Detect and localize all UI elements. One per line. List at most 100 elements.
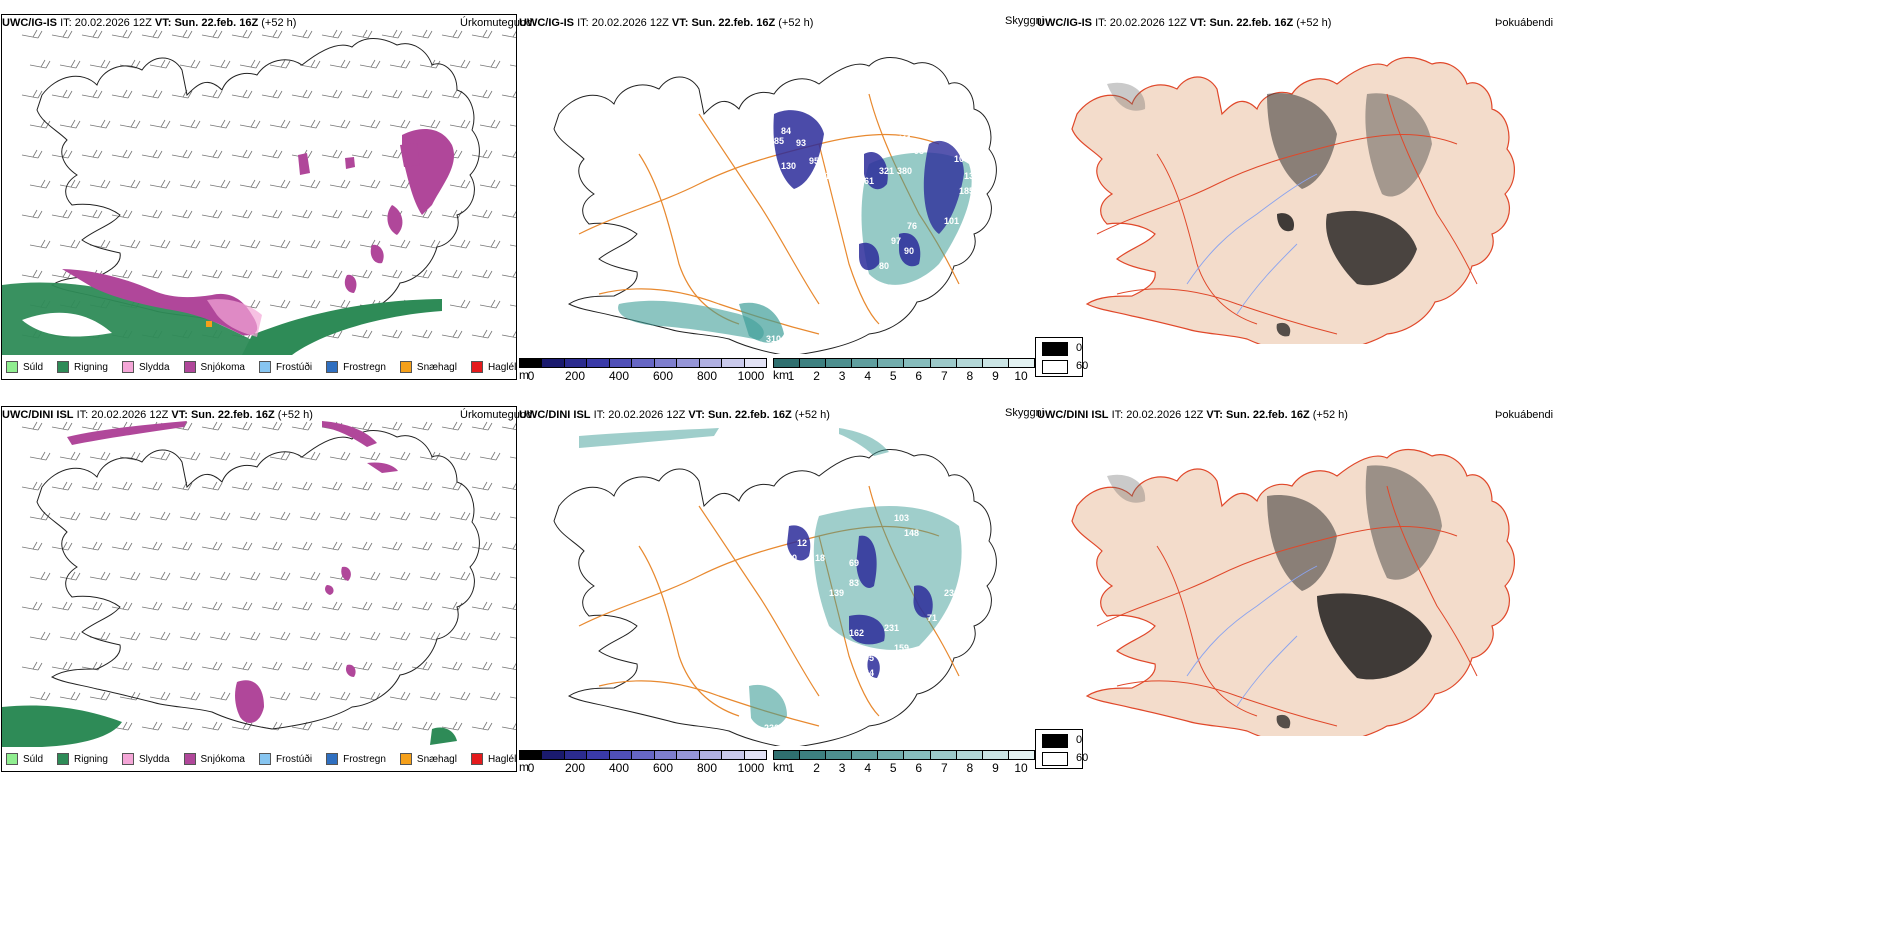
wind-barb xyxy=(51,541,73,551)
wind-barb xyxy=(351,149,373,159)
panel-title-4: UWC/DINI ISL IT: 20.02.2026 12Z VT: Sun.… xyxy=(2,409,313,421)
legend-swatch xyxy=(258,361,271,373)
legend-label: Snjókoma xyxy=(200,361,245,373)
colorbar-segment xyxy=(609,751,633,759)
wind-barb xyxy=(441,721,463,731)
wind-barb xyxy=(149,631,171,641)
wind-barb xyxy=(201,209,223,219)
legend-label: Frostregn xyxy=(343,753,386,765)
colorbar-tick: 800 xyxy=(696,761,718,772)
legend-swatch xyxy=(183,361,196,373)
wind-barb xyxy=(81,421,103,431)
peak-height-label: 84 xyxy=(781,126,791,136)
legend-label: Frostregn xyxy=(343,361,386,373)
wind-barb xyxy=(89,59,111,69)
wind-barb xyxy=(141,481,163,491)
wind-barb xyxy=(269,119,291,129)
wind-barb xyxy=(231,541,253,551)
wind-barb xyxy=(21,29,43,39)
legend-item: Snjókoma xyxy=(183,361,245,373)
wind-barb xyxy=(471,89,493,99)
precip-type-map-top xyxy=(2,29,516,355)
wind-barb xyxy=(389,239,411,249)
wind-barb xyxy=(201,149,223,159)
peak-height-label: 236 xyxy=(944,588,959,598)
wind-barb xyxy=(329,451,351,461)
wind-barb xyxy=(299,571,321,581)
legend-item: Snjókoma xyxy=(183,753,245,765)
visibility-colorbar-bottom: 1 2 3 4 5 6 7 8 9 10 km xyxy=(773,750,1035,772)
wind-barb xyxy=(381,481,403,491)
wind-barb xyxy=(411,329,433,339)
colorbar-segment xyxy=(587,359,610,367)
wind-barb xyxy=(329,59,351,69)
colorbar-segment xyxy=(930,751,957,759)
wind-barb xyxy=(141,89,163,99)
wind-barb xyxy=(209,119,231,129)
panel-label-precip-type-2: Úrkomutegund xyxy=(460,409,533,421)
wind-barb xyxy=(389,119,411,129)
road-line xyxy=(1096,134,1458,235)
wind-barb xyxy=(179,59,201,69)
wind-barb xyxy=(419,571,441,581)
wind-barb xyxy=(471,601,493,611)
colorbar-segment xyxy=(520,359,543,367)
precip-areas xyxy=(2,421,457,747)
wind-barb xyxy=(59,571,81,581)
colorbar-segment xyxy=(982,751,1009,759)
fog-dark-areas xyxy=(1107,82,1432,337)
wind-barb xyxy=(321,89,343,99)
wind-barb xyxy=(351,421,373,431)
colorbar-tick: 6 xyxy=(915,369,923,380)
colorbar-unit-km: km xyxy=(773,368,789,380)
wind-barb xyxy=(119,179,141,189)
colorbar-segment xyxy=(800,751,827,759)
wind-barb xyxy=(179,571,201,581)
wind-barb xyxy=(449,631,471,641)
wind-barb xyxy=(389,631,411,641)
wind-barb xyxy=(51,481,73,491)
wind-barb xyxy=(261,29,283,39)
legend-item: Súld xyxy=(6,753,43,765)
wind-barb xyxy=(51,421,73,431)
wind-barb xyxy=(89,571,111,581)
wind-barb xyxy=(119,119,141,129)
wind-barb xyxy=(209,59,231,69)
legend-item: Snæhagl xyxy=(399,361,457,373)
wind-barb xyxy=(299,451,321,461)
wind-barb xyxy=(111,29,133,39)
wind-barb xyxy=(321,721,343,731)
precip-type-panel-bottom: Súld Rigning Slydda Snjókoma Frostúði Frostre… xyxy=(1,406,517,772)
wind-barb xyxy=(239,239,261,249)
wind-barb xyxy=(479,59,501,69)
wind-barb xyxy=(359,59,381,69)
fog-roads-rivers xyxy=(1096,485,1478,727)
height-colorbar-top: 0 200 400 600 800 1000 m xyxy=(519,358,767,380)
wind-barb xyxy=(449,511,471,521)
wind-barb xyxy=(59,59,81,69)
precip-type-panel-top: Súld Rigning Slydda Snjókoma Frostúði Frostre… xyxy=(1,14,517,380)
wind-barb xyxy=(269,691,291,701)
wind-barb xyxy=(51,601,73,611)
wind-barb xyxy=(329,239,351,249)
panel-title-5: UWC/DINI ISL IT: 20.02.2026 12Z VT: Sun.… xyxy=(519,409,830,421)
wind-barb xyxy=(441,421,463,431)
wind-barb xyxy=(291,209,313,219)
wind-barb xyxy=(351,721,373,731)
colorbar-segment xyxy=(878,359,905,367)
wind-barb xyxy=(479,119,501,129)
wind-barb xyxy=(381,269,403,279)
wind-barb xyxy=(201,601,223,611)
peak-height-label: 411 xyxy=(897,134,912,144)
wind-barb xyxy=(471,269,493,279)
peak-height-label: 310 xyxy=(766,334,781,344)
wind-barb xyxy=(501,602,516,611)
wind-barb xyxy=(51,89,73,99)
fog-label-60: 60 xyxy=(1076,752,1089,764)
wind-barb xyxy=(359,571,381,581)
colorbar-segment xyxy=(520,751,543,759)
wind-barb xyxy=(479,451,501,461)
wind-barb xyxy=(29,451,51,461)
legend-swatch xyxy=(470,753,483,765)
wind-barb xyxy=(381,541,403,551)
